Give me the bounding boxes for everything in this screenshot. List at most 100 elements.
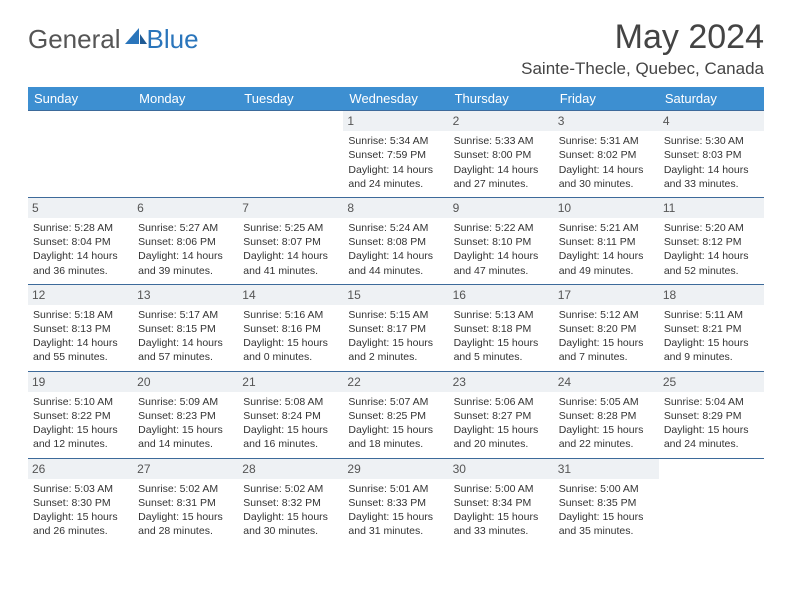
- day-cell: 26 Sunrise: 5:03 AMSunset: 8:30 PMDayligh…: [28, 458, 133, 544]
- sunrise-line: Sunrise: 5:02 AM: [243, 482, 338, 496]
- day-details: Sunrise: 5:21 AMSunset: 8:11 PMDaylight:…: [559, 221, 654, 278]
- sunset-line: Sunset: 8:18 PM: [454, 322, 549, 336]
- day-number: 25: [659, 372, 764, 392]
- sunrise-line: Sunrise: 5:07 AM: [348, 395, 443, 409]
- sunrise-line: Sunrise: 5:03 AM: [33, 482, 128, 496]
- day-number: 1: [343, 111, 448, 131]
- day-cell: [133, 111, 238, 198]
- sunset-line: Sunset: 8:35 PM: [559, 496, 654, 510]
- day-cell: 15 Sunrise: 5:15 AMSunset: 8:17 PMDayligh…: [343, 284, 448, 371]
- daylight-line: Daylight: 14 hours and 44 minutes.: [348, 249, 443, 277]
- dow-sat: Saturday: [659, 87, 764, 111]
- sunrise-line: Sunrise: 5:28 AM: [33, 221, 128, 235]
- week-row: 5Sunrise: 5:28 AMSunset: 8:04 PMDaylight…: [28, 197, 764, 284]
- daylight-line: Daylight: 15 hours and 22 minutes.: [559, 423, 654, 451]
- day-details: Sunrise: 5:06 AMSunset: 8:27 PMDaylight:…: [454, 395, 549, 452]
- day-cell: 8Sunrise: 5:24 AMSunset: 8:08 PMDaylight…: [343, 197, 448, 284]
- dow-wed: Wednesday: [343, 87, 448, 111]
- day-details: Sunrise: 5:02 AMSunset: 8:32 PMDaylight:…: [243, 482, 338, 539]
- day-details: Sunrise: 5:11 AMSunset: 8:21 PMDaylight:…: [664, 308, 759, 365]
- sunset-line: Sunset: 8:13 PM: [33, 322, 128, 336]
- daylight-line: Daylight: 14 hours and 39 minutes.: [138, 249, 233, 277]
- daylight-line: Daylight: 15 hours and 20 minutes.: [454, 423, 549, 451]
- sunset-line: Sunset: 8:27 PM: [454, 409, 549, 423]
- day-details: Sunrise: 5:17 AMSunset: 8:15 PMDaylight:…: [138, 308, 233, 365]
- day-number: 14: [238, 285, 343, 305]
- sunset-line: Sunset: 8:15 PM: [138, 322, 233, 336]
- day-details: Sunrise: 5:13 AMSunset: 8:18 PMDaylight:…: [454, 308, 549, 365]
- day-number: 6: [133, 198, 238, 218]
- day-details: Sunrise: 5:28 AMSunset: 8:04 PMDaylight:…: [33, 221, 128, 278]
- day-details: Sunrise: 5:20 AMSunset: 8:12 PMDaylight:…: [664, 221, 759, 278]
- day-number: 28: [238, 459, 343, 479]
- daylight-line: Daylight: 15 hours and 2 minutes.: [348, 336, 443, 364]
- day-number: 20: [133, 372, 238, 392]
- day-details: Sunrise: 5:34 AMSunset: 7:59 PMDaylight:…: [348, 134, 443, 191]
- day-number: 24: [554, 372, 659, 392]
- day-number: 27: [133, 459, 238, 479]
- day-cell: [238, 111, 343, 198]
- day-cell: 29Sunrise: 5:01 AMSunset: 8:33 PMDayligh…: [343, 458, 448, 544]
- day-cell: 22Sunrise: 5:07 AMSunset: 8:25 PMDayligh…: [343, 371, 448, 458]
- dow-sun: Sunday: [28, 87, 133, 111]
- day-cell: 28 Sunrise: 5:02 AMSunset: 8:32 PMDayligh…: [238, 458, 343, 544]
- sunrise-line: Sunrise: 5:30 AM: [664, 134, 759, 148]
- sunrise-line: Sunrise: 5:16 AM: [243, 308, 338, 322]
- day-details: Sunrise: 5:30 AMSunset: 8:03 PMDaylight:…: [664, 134, 759, 191]
- sunset-line: Sunset: 8:00 PM: [454, 148, 549, 162]
- day-number: 4: [659, 111, 764, 131]
- sunrise-line: Sunrise: 5:20 AM: [664, 221, 759, 235]
- logo: General Blue: [28, 24, 199, 55]
- daylight-line: Daylight: 14 hours and 30 minutes.: [559, 163, 654, 191]
- sunrise-line: Sunrise: 5:02 AM: [138, 482, 233, 496]
- day-number: 19: [28, 372, 133, 392]
- day-number: 8: [343, 198, 448, 218]
- day-cell: 17Sunrise: 5:12 AMSunset: 8:20 PMDayligh…: [554, 284, 659, 371]
- daylight-line: Daylight: 15 hours and 31 minutes.: [348, 510, 443, 538]
- day-number: 26: [28, 459, 133, 479]
- sunset-line: Sunset: 8:10 PM: [454, 235, 549, 249]
- week-row: 1 Sunrise: 5:34 AMSunset: 7:59 PMDaylight…: [28, 111, 764, 198]
- day-details: Sunrise: 5:16 AMSunset: 8:16 PMDaylight:…: [243, 308, 338, 365]
- daylight-line: Daylight: 15 hours and 30 minutes.: [243, 510, 338, 538]
- day-number: 31: [554, 459, 659, 479]
- sunset-line: Sunset: 8:04 PM: [33, 235, 128, 249]
- day-number: 10: [554, 198, 659, 218]
- day-cell: 4 Sunrise: 5:30 AMSunset: 8:03 PMDaylight…: [659, 111, 764, 198]
- sunrise-line: Sunrise: 5:04 AM: [664, 395, 759, 409]
- sunset-line: Sunset: 8:17 PM: [348, 322, 443, 336]
- week-row: 12 Sunrise: 5:18 AMSunset: 8:13 PM Dayligh…: [28, 284, 764, 371]
- day-cell: 27Sunrise: 5:02 AMSunset: 8:31 PMDayligh…: [133, 458, 238, 544]
- daylight-line: Daylight: 15 hours and 26 minutes.: [33, 510, 128, 538]
- day-number: 12: [28, 285, 133, 305]
- dow-fri: Friday: [554, 87, 659, 111]
- day-number: 22: [343, 372, 448, 392]
- sunrise-line: Sunrise: 5:15 AM: [348, 308, 443, 322]
- logo-text-blue: Blue: [147, 24, 199, 55]
- day-details: Sunrise: 5:33 AMSunset: 8:00 PMDaylight:…: [454, 134, 549, 191]
- sunrise-line: Sunrise: 5:06 AM: [454, 395, 549, 409]
- day-details: Sunrise: 5:00 AMSunset: 8:35 PMDaylight:…: [559, 482, 654, 539]
- week-row: 19Sunrise: 5:10 AMSunset: 8:22 PMDayligh…: [28, 371, 764, 458]
- day-details: Sunrise: 5:05 AMSunset: 8:28 PMDaylight:…: [559, 395, 654, 452]
- day-number: 11: [659, 198, 764, 218]
- daylight-line: Daylight: 15 hours and 5 minutes.: [454, 336, 549, 364]
- day-cell: 23Sunrise: 5:06 AMSunset: 8:27 PMDayligh…: [449, 371, 554, 458]
- daylight-line: Daylight: 14 hours and 24 minutes.: [348, 163, 443, 191]
- sunset-line: Sunset: 8:30 PM: [33, 496, 128, 510]
- daylight-line: Daylight: 14 hours and 47 minutes.: [454, 249, 549, 277]
- day-cell: 3Sunrise: 5:31 AMSunset: 8:02 PMDaylight…: [554, 111, 659, 198]
- day-number: 15: [343, 285, 448, 305]
- sunset-line: Sunset: 8:20 PM: [559, 322, 654, 336]
- day-cell: 21Sunrise: 5:08 AMSunset: 8:24 PMDayligh…: [238, 371, 343, 458]
- day-cell: 9Sunrise: 5:22 AMSunset: 8:10 PMDaylight…: [449, 197, 554, 284]
- day-number: 30: [449, 459, 554, 479]
- daylight-line: Daylight: 15 hours and 14 minutes.: [138, 423, 233, 451]
- sunrise-line: Sunrise: 5:01 AM: [348, 482, 443, 496]
- day-cell: 30Sunrise: 5:00 AMSunset: 8:34 PMDayligh…: [449, 458, 554, 544]
- sunset-line: Sunset: 8:08 PM: [348, 235, 443, 249]
- sunrise-line: Sunrise: 5:18 AM: [33, 308, 128, 322]
- header: General Blue May 2024 Sainte-Thecle, Que…: [28, 18, 764, 79]
- sunset-line: Sunset: 8:25 PM: [348, 409, 443, 423]
- day-number: 7: [238, 198, 343, 218]
